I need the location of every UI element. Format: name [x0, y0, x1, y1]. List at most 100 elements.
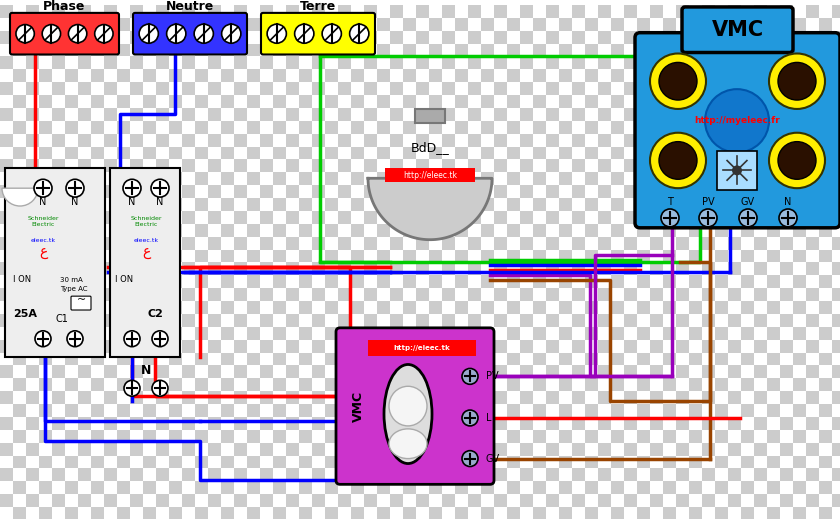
- Bar: [130, 481, 143, 494]
- Bar: [832, 18, 840, 31]
- Bar: [364, 121, 377, 134]
- Bar: [78, 31, 91, 44]
- Bar: [754, 172, 767, 185]
- Bar: [247, 108, 260, 121]
- Text: Type AC: Type AC: [60, 286, 87, 292]
- Bar: [39, 5, 52, 18]
- Bar: [143, 211, 156, 224]
- Bar: [533, 198, 546, 211]
- Bar: [13, 250, 26, 263]
- Bar: [221, 44, 234, 57]
- Bar: [832, 5, 840, 18]
- Bar: [260, 391, 273, 404]
- Bar: [325, 95, 338, 108]
- Bar: [91, 5, 104, 18]
- Bar: [481, 404, 494, 417]
- Bar: [611, 198, 624, 211]
- Text: ~: ~: [76, 295, 86, 305]
- Bar: [481, 288, 494, 301]
- Bar: [572, 211, 585, 224]
- Bar: [182, 57, 195, 70]
- Bar: [741, 430, 754, 443]
- Bar: [650, 469, 663, 481]
- Bar: [442, 211, 455, 224]
- Bar: [273, 250, 286, 263]
- Bar: [520, 224, 533, 237]
- Bar: [520, 108, 533, 121]
- Bar: [364, 507, 377, 519]
- Bar: [767, 417, 780, 430]
- Circle shape: [295, 24, 314, 43]
- Bar: [169, 494, 182, 507]
- Bar: [832, 31, 840, 44]
- Bar: [13, 172, 26, 185]
- Bar: [507, 146, 520, 159]
- Bar: [299, 365, 312, 378]
- Bar: [598, 263, 611, 276]
- Bar: [208, 263, 221, 276]
- Bar: [247, 314, 260, 327]
- Bar: [221, 404, 234, 417]
- Bar: [598, 250, 611, 263]
- Bar: [26, 469, 39, 481]
- Bar: [377, 121, 390, 134]
- Bar: [494, 507, 507, 519]
- Bar: [481, 340, 494, 352]
- Bar: [156, 70, 169, 82]
- Bar: [676, 134, 689, 146]
- Bar: [741, 276, 754, 288]
- Bar: [234, 198, 247, 211]
- Bar: [117, 352, 130, 365]
- Bar: [442, 404, 455, 417]
- Bar: [247, 352, 260, 365]
- Bar: [221, 250, 234, 263]
- Bar: [793, 352, 806, 365]
- Bar: [637, 211, 650, 224]
- Bar: [676, 31, 689, 44]
- Bar: [533, 481, 546, 494]
- Bar: [39, 250, 52, 263]
- Bar: [182, 276, 195, 288]
- Bar: [455, 494, 468, 507]
- Bar: [429, 365, 442, 378]
- Bar: [39, 276, 52, 288]
- Circle shape: [462, 450, 478, 467]
- Bar: [598, 224, 611, 237]
- Bar: [0, 314, 13, 327]
- Bar: [156, 263, 169, 276]
- Bar: [442, 507, 455, 519]
- Bar: [793, 301, 806, 314]
- Bar: [364, 378, 377, 391]
- Text: I ON: I ON: [13, 275, 31, 284]
- Bar: [312, 18, 325, 31]
- Bar: [559, 391, 572, 404]
- Bar: [650, 134, 663, 146]
- Bar: [819, 456, 832, 469]
- Bar: [611, 18, 624, 31]
- Bar: [611, 456, 624, 469]
- Bar: [819, 198, 832, 211]
- Bar: [390, 159, 403, 172]
- Bar: [546, 443, 559, 456]
- Bar: [676, 185, 689, 198]
- Bar: [624, 250, 637, 263]
- Bar: [546, 301, 559, 314]
- Bar: [598, 469, 611, 481]
- Bar: [247, 185, 260, 198]
- Bar: [390, 404, 403, 417]
- Bar: [741, 82, 754, 95]
- Bar: [234, 417, 247, 430]
- Bar: [507, 82, 520, 95]
- Bar: [728, 211, 741, 224]
- Bar: [702, 44, 715, 57]
- Bar: [52, 288, 65, 301]
- Bar: [650, 481, 663, 494]
- Bar: [806, 250, 819, 263]
- Bar: [533, 185, 546, 198]
- Bar: [767, 70, 780, 82]
- Bar: [247, 507, 260, 519]
- Bar: [728, 456, 741, 469]
- Bar: [416, 159, 429, 172]
- Bar: [585, 250, 598, 263]
- Bar: [624, 507, 637, 519]
